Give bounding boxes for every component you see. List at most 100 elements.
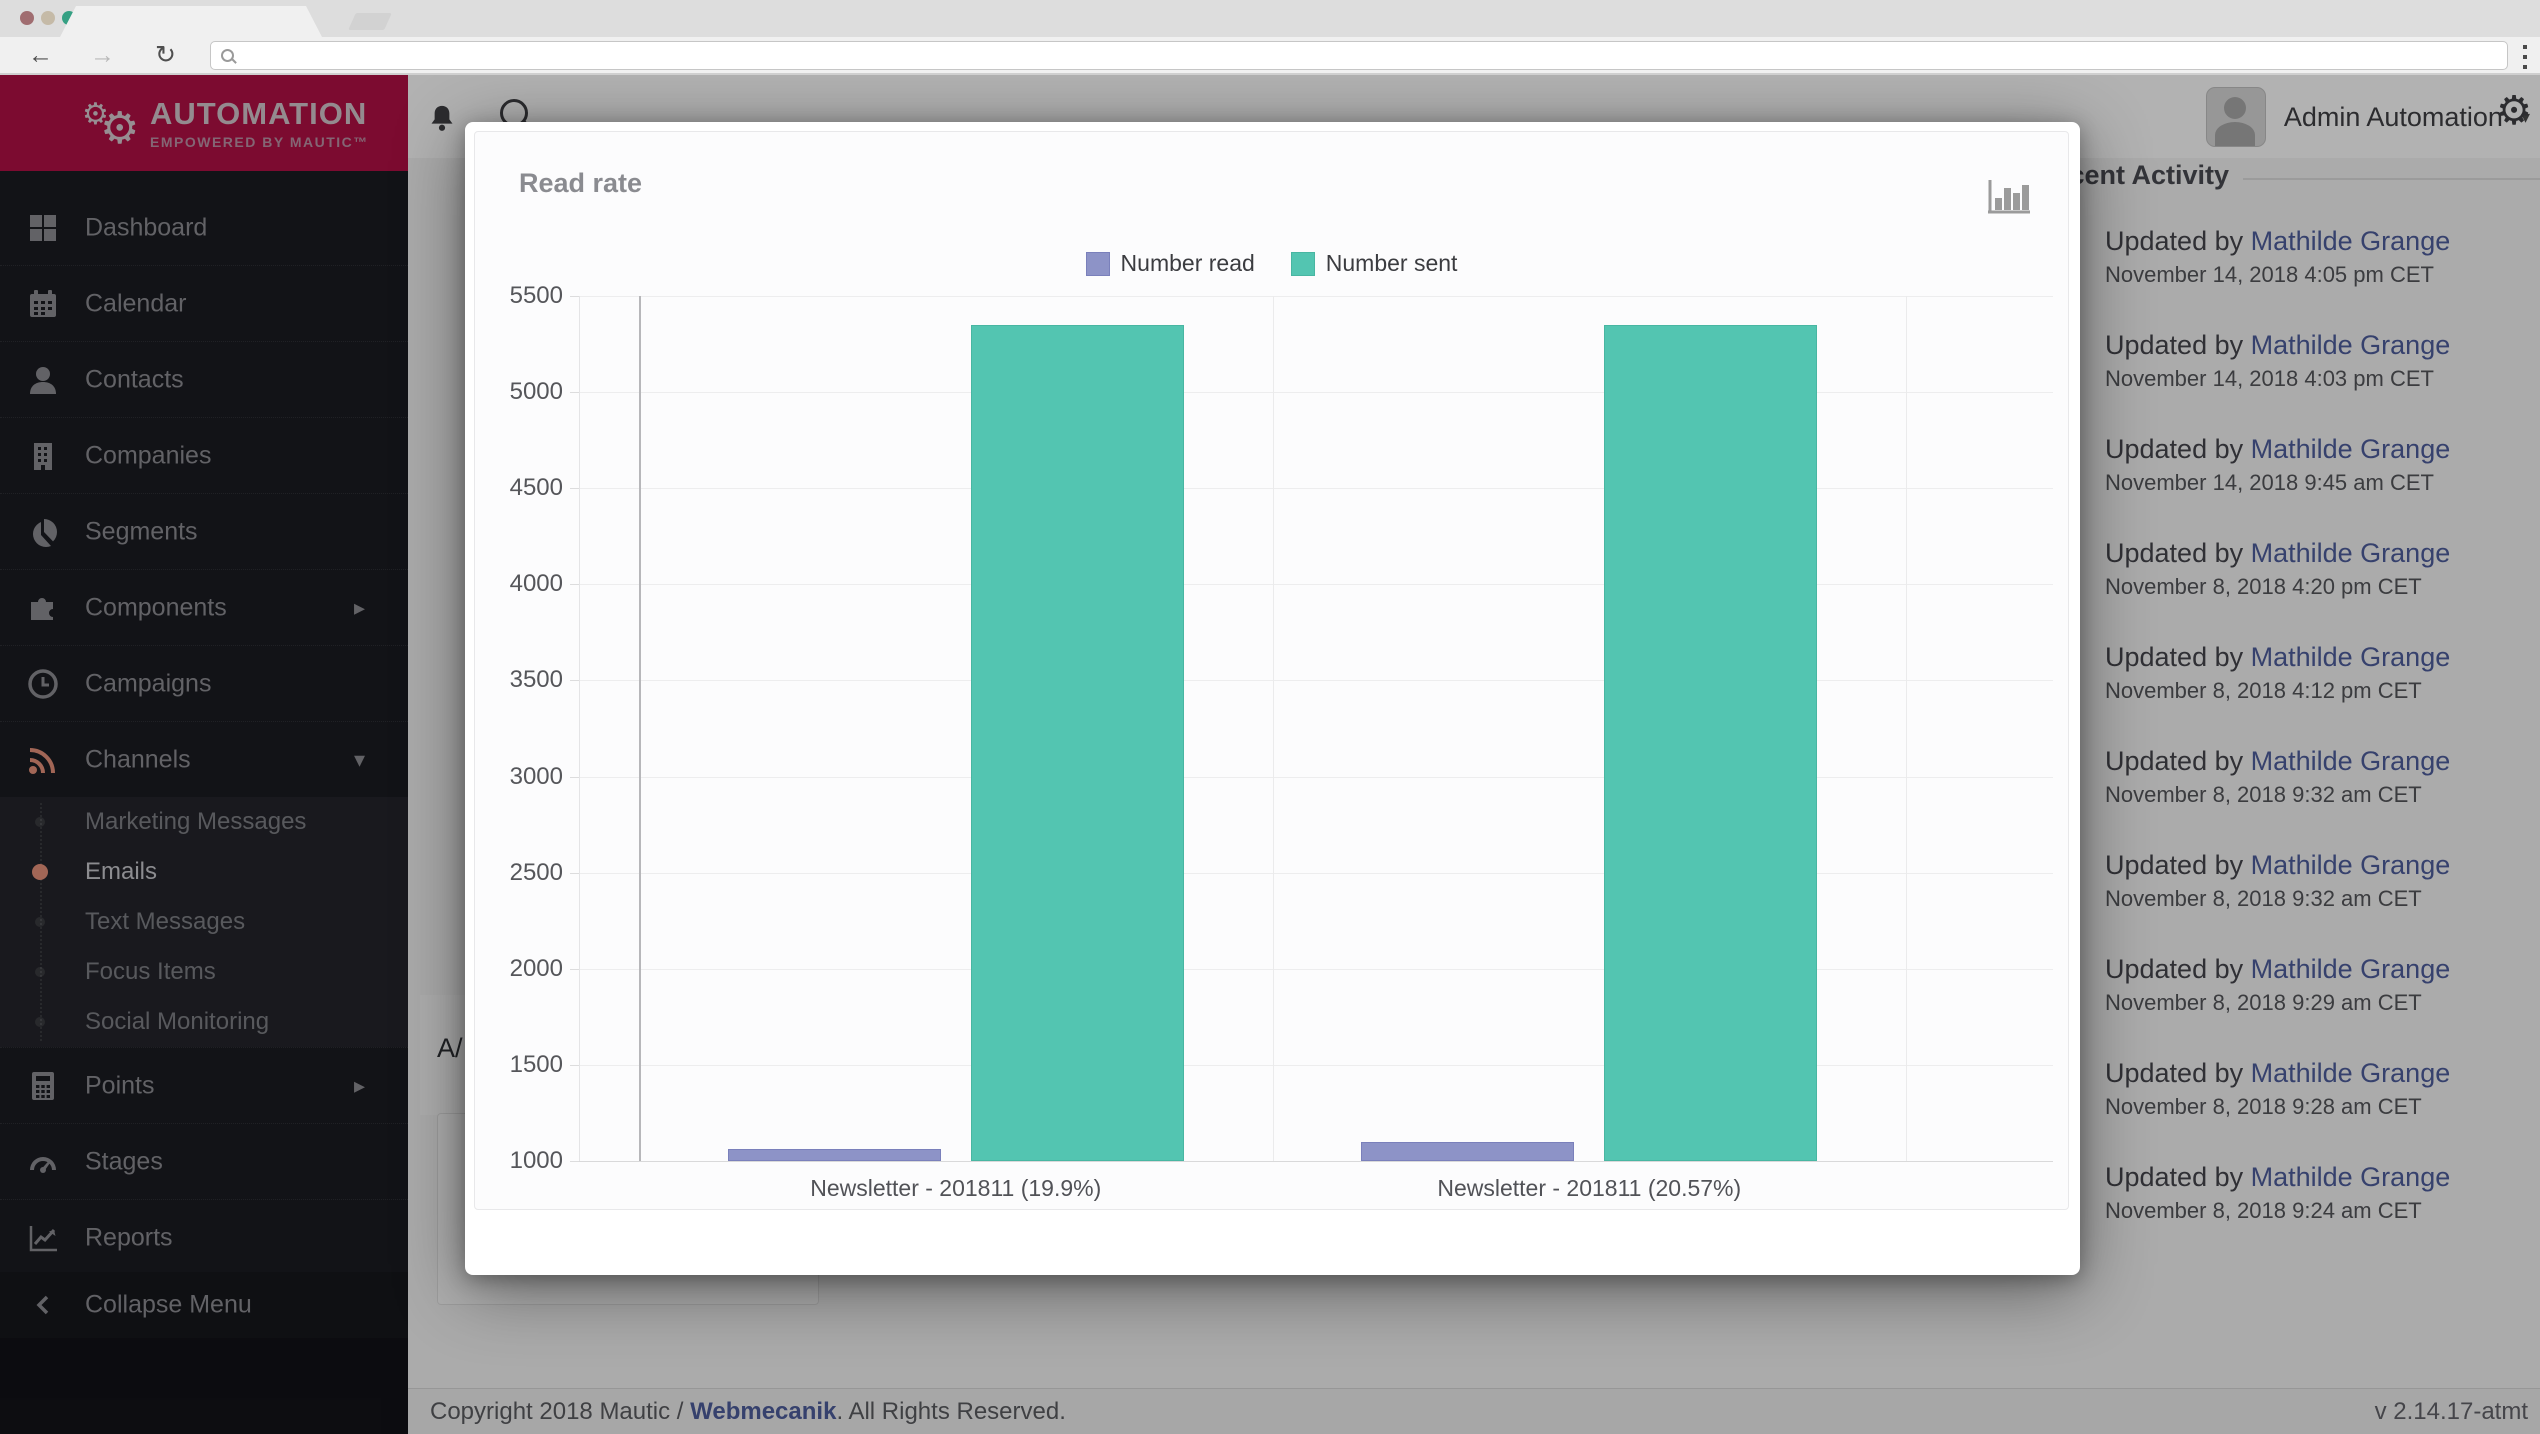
activity-entry: Updated by Mathilde Grange November 14, 2… xyxy=(2105,433,2540,496)
activity-action-text: Updated by xyxy=(2105,746,2251,776)
y-axis-label: 3000 xyxy=(509,762,563,790)
notifications-bell-icon[interactable] xyxy=(425,103,459,137)
gridline xyxy=(579,1064,2053,1066)
window-close-button[interactable] xyxy=(20,11,34,25)
sidebar-item-label: Channels xyxy=(85,745,191,773)
calendar-icon xyxy=(30,289,56,317)
sidebar-item-reports[interactable]: Reports xyxy=(0,1199,408,1275)
sidebar-item-label: Reports xyxy=(85,1223,173,1251)
y-tick xyxy=(570,776,579,778)
y-tick xyxy=(570,296,579,297)
chevron-down-icon: ▾ xyxy=(2520,106,2530,127)
sidebar-subitem-marketing-messages[interactable]: Marketing Messages xyxy=(0,797,408,847)
read-rate-modal: Read rate Number read Number sent 1000 150… xyxy=(465,122,2080,1275)
activity-action-text: Updated by xyxy=(2105,954,2251,984)
activity-user-link[interactable]: Mathilde Grange xyxy=(2250,1058,2451,1088)
activity-entry-date: November 8, 2018 9:28 am CET xyxy=(2105,1094,2422,1119)
bar-chart-icon[interactable] xyxy=(1986,178,2032,216)
activity-entry: Updated by Mathilde Grange November 8, 20… xyxy=(2105,953,2540,1016)
activity-entry-title: Updated by Mathilde Grange xyxy=(2105,849,2540,881)
activity-entry-title: Updated by Mathilde Grange xyxy=(2105,953,2540,985)
new-tab-button[interactable] xyxy=(348,13,392,30)
activity-user-link[interactable]: Mathilde Grange xyxy=(2250,850,2451,880)
back-button[interactable]: ← xyxy=(28,40,53,69)
points-icon xyxy=(32,1071,54,1100)
sidebar-subitem-text-messages[interactable]: Text Messages xyxy=(0,897,408,947)
bar-number-read xyxy=(727,1148,941,1161)
sidebar-item-points[interactable]: Points ▸ xyxy=(0,1047,408,1123)
brand-logo[interactable]: ⚙ ⚙ AUTOMATION EMPOWERED BY MAUTIC™ xyxy=(0,75,408,171)
reload-button[interactable]: ↻ xyxy=(155,41,176,69)
collapse-menu-button[interactable]: Collapse Menu xyxy=(0,1272,408,1338)
sidebar-item-stages[interactable]: Stages xyxy=(0,1123,408,1199)
sidebar-subitem-emails[interactable]: Emails xyxy=(0,847,408,897)
sidebar-subitem-focus-items[interactable]: Focus Items xyxy=(0,947,408,997)
browser-tab[interactable] xyxy=(60,6,322,37)
activity-entry-title: Updated by Mathilde Grange xyxy=(2105,1057,2540,1089)
user-menu[interactable]: Admin Automation ▾ xyxy=(2205,87,2530,147)
companies-icon xyxy=(34,442,52,470)
y-tick xyxy=(570,488,579,490)
reports-icon xyxy=(29,1225,57,1251)
activity-entry-title: Updated by Mathilde Grange xyxy=(2105,225,2540,257)
sidebar-item-label: Components xyxy=(85,593,227,621)
activity-user-link[interactable]: Mathilde Grange xyxy=(2250,954,2451,984)
activity-entry: Updated by Mathilde Grange November 8, 20… xyxy=(2105,1161,2540,1224)
chevron-left-icon xyxy=(36,1295,49,1315)
y-tick xyxy=(570,392,579,394)
search-icon xyxy=(221,49,234,62)
webmecanik-link[interactable]: Webmecanik xyxy=(690,1397,837,1425)
activity-entry-date: November 8, 2018 9:24 am CET xyxy=(2105,1198,2422,1223)
sidebar-subitem-label: Text Messages xyxy=(85,908,246,935)
forward-button[interactable]: → xyxy=(90,40,115,69)
activity-user-link[interactable]: Mathilde Grange xyxy=(2250,1162,2451,1192)
activity-user-link[interactable]: Mathilde Grange xyxy=(2250,226,2451,256)
gridline xyxy=(579,1161,2053,1162)
sidebar-item-dashboard[interactable]: Dashboard xyxy=(0,190,408,265)
contacts-icon xyxy=(30,366,56,394)
y-axis-line xyxy=(639,296,641,1161)
sidebar-item-campaigns[interactable]: Campaigns xyxy=(0,645,408,721)
activity-user-link[interactable]: Mathilde Grange xyxy=(2250,434,2451,464)
activity-action-text: Updated by xyxy=(2105,434,2251,464)
activity-user-link[interactable]: Mathilde Grange xyxy=(2250,538,2451,568)
window-minimize-button[interactable] xyxy=(41,11,55,25)
channels-icon xyxy=(29,747,55,774)
sidebar-item-calendar[interactable]: Calendar xyxy=(0,265,408,341)
y-axis-label: 1500 xyxy=(509,1050,563,1078)
y-tick xyxy=(570,1064,579,1066)
activity-action-text: Updated by xyxy=(2105,226,2251,256)
sidebar-item-segments[interactable]: Segments xyxy=(0,493,408,569)
activity-entry: Updated by Mathilde Grange November 8, 20… xyxy=(2105,849,2540,912)
y-axis-label: 4500 xyxy=(509,474,563,502)
sidebar-subitem-social-monitoring[interactable]: Social Monitoring xyxy=(0,997,408,1047)
window-titlebar xyxy=(0,0,2540,37)
gears-logo-icon: ⚙ ⚙ xyxy=(82,98,140,153)
stages-icon xyxy=(30,1156,56,1173)
browser-menu-icon[interactable] xyxy=(2518,43,2532,71)
activity-user-link[interactable]: Mathilde Grange xyxy=(2250,642,2451,672)
vertical-gridline xyxy=(1906,296,1907,1161)
activity-user-link[interactable]: Mathilde Grange xyxy=(2250,330,2451,360)
y-tick xyxy=(570,1161,579,1162)
activity-action-text: Updated by xyxy=(2105,538,2251,568)
activity-user-link[interactable]: Mathilde Grange xyxy=(2250,746,2451,776)
chart-legend: Number read Number sent xyxy=(475,250,2068,277)
app-footer: Copyright 2018 Mautic / Webmecanik. All … xyxy=(408,1388,2540,1434)
activity-action-text: Updated by xyxy=(2105,850,2251,880)
sidebar-item-label: Campaigns xyxy=(85,669,212,697)
sidebar-item-channels[interactable]: Channels ▾ xyxy=(0,721,408,797)
background-partial-heading: A/ xyxy=(437,1033,463,1063)
activity-entry-date: November 14, 2018 9:45 am CET xyxy=(2105,470,2434,495)
chart-card: Read rate Number read Number sent 1000 150… xyxy=(474,131,2069,1210)
dashboard-icon xyxy=(30,214,56,241)
x-axis-label: Newsletter - 201811 (20.57%) xyxy=(1437,1175,1742,1201)
settings-gear-icon[interactable]: ⚙ xyxy=(2496,89,2532,133)
sidebar-item-label: Contacts xyxy=(85,365,184,393)
address-bar[interactable] xyxy=(210,41,2508,70)
activity-entry-title: Updated by Mathilde Grange xyxy=(2105,1161,2540,1193)
gridline xyxy=(579,968,2053,970)
sidebar-item-companies[interactable]: Companies xyxy=(0,417,408,493)
sidebar-item-components[interactable]: Components ▸ xyxy=(0,569,408,645)
sidebar-item-contacts[interactable]: Contacts xyxy=(0,341,408,417)
